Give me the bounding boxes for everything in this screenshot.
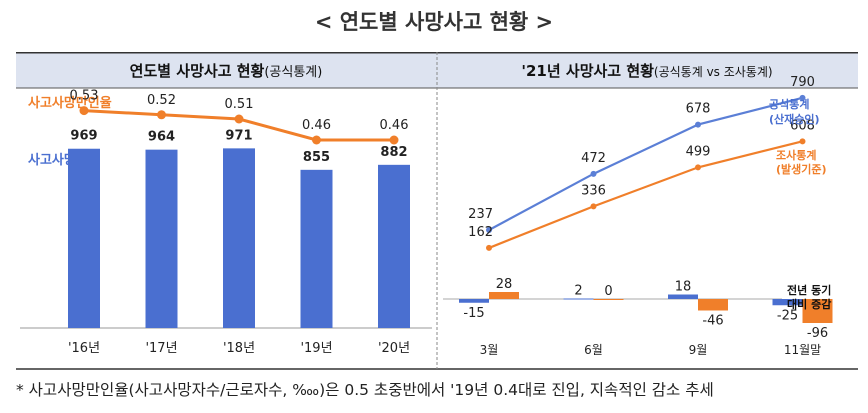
x-tick-label: '16년 [68, 341, 100, 356]
footnote: * 사고사망만인율(사고사망자수/근로자수, ‱)은 0.5 초중반에서 '19… [16, 381, 714, 399]
bar-value-label: 964 [148, 130, 175, 145]
bar-series-deaths: 969 964 971 855 882 [68, 128, 410, 328]
series-official-label: 공식통계 [769, 97, 809, 111]
bar-value-label: 971 [225, 128, 252, 143]
survey-value-label: 608 [790, 118, 815, 133]
survey-value-label: 499 [686, 144, 711, 159]
rate-value-label: 0.46 [302, 118, 331, 133]
left-panel-title: 연도별 사망사고 현황(공식통계) [130, 62, 323, 80]
x-tick-label: 3월 [480, 343, 499, 357]
x-axis-ticks: '16년 '17년 '18년 '19년 '20년 [68, 341, 410, 356]
change-bar-official [459, 299, 489, 303]
x-tick-label: 6월 [584, 343, 603, 357]
x-tick-label: '17년 [145, 341, 177, 356]
change-bar-official [772, 299, 803, 306]
bar-deaths [300, 169, 333, 328]
series-survey-label: 조사통계 [776, 148, 816, 162]
x-tick-label: '18년 [223, 341, 255, 356]
line-series-rate: 0.53 0.52 0.51 0.46 0.46 [70, 89, 409, 145]
bar-value-label: 969 [70, 129, 97, 144]
change-value-survey: -46 [702, 314, 723, 329]
rate-value-label: 0.46 [380, 118, 409, 133]
right-panel-title: '21년 사망사고 현황(공식통계 vs 조사통계) [521, 62, 772, 80]
right-panel-title-main: '21년 사망사고 현황 [521, 62, 654, 80]
series-survey-sublabel: (발생기준) [776, 162, 827, 176]
change-bar-official [668, 294, 698, 299]
survey-point [486, 244, 492, 251]
official-value-label: 237 [468, 207, 493, 222]
survey-point [799, 138, 806, 145]
rate-point [312, 135, 321, 145]
rate-value-label: 0.52 [147, 93, 176, 108]
right-panel: 237 472 678 790 162 336 499 608 공식통계 (산재승인) 조사통… [443, 75, 833, 357]
change-value-survey: -96 [807, 326, 828, 341]
change-bar-survey [593, 299, 624, 300]
official-point [695, 121, 701, 128]
change-value-survey: 28 [496, 277, 513, 292]
change-label-line2: 대비 증감 [787, 297, 831, 311]
x-tick-label: 11월말 [784, 343, 821, 357]
x-tick-label: '19년 [300, 341, 332, 356]
right-panel-title-suffix: (공식통계 vs 조사통계) [654, 65, 773, 79]
official-point [590, 170, 597, 177]
survey-point [695, 164, 701, 171]
bar-value-label: 855 [303, 150, 330, 165]
change-bar-group: -15 28 2 0 18 -46 -25 -96 [459, 277, 833, 341]
bar-deaths [378, 164, 410, 328]
official-value-label: 790 [790, 75, 815, 90]
bar-deaths [223, 148, 255, 328]
x-axis-ticks-right: 3월 6월 9월 11월말 [480, 343, 822, 357]
change-value-official: 18 [675, 280, 692, 295]
change-bar-survey [802, 299, 833, 323]
official-line [488, 96, 803, 231]
line-series-group: 237 472 678 790 162 336 499 608 [468, 75, 815, 251]
official-point [486, 227, 492, 233]
x-tick-label: 9월 [689, 343, 708, 357]
left-panel-title-main: 연도별 사망사고 현황 [130, 62, 265, 80]
survey-point [590, 203, 597, 210]
survey-value-label: 336 [581, 183, 606, 198]
series-official-sublabel: (산재승인) [769, 112, 820, 126]
bar-deaths [68, 148, 100, 328]
change-value-official: -25 [777, 308, 798, 323]
rate-value-label: 0.53 [70, 89, 99, 104]
change-value-official: -15 [463, 306, 484, 321]
change-value-official: 2 [574, 284, 582, 299]
change-value-survey: 0 [604, 284, 612, 299]
rate-point [234, 114, 244, 124]
official-point [799, 94, 806, 101]
rate-point [79, 106, 89, 116]
change-label-line1: 전년 동기 [787, 283, 831, 297]
official-value-label: 678 [686, 102, 711, 117]
page-title: < 연도별 사망사고 현황 > [314, 10, 554, 34]
bar-value-label: 882 [380, 145, 407, 160]
change-bar-survey [698, 299, 728, 311]
survey-line [488, 140, 803, 249]
change-bar-survey [489, 292, 519, 299]
left-panel-title-suffix: (공식통계) [264, 65, 322, 80]
chart-frame: 연도별 사망사고 현황(공식통계) '21년 사망사고 현황(공식통계 vs 조… [16, 52, 858, 370]
official-value-label: 472 [581, 151, 606, 166]
rate-point [389, 135, 399, 145]
rate-legend-label: 사고사망만인율 [28, 95, 112, 111]
rate-point [157, 110, 166, 120]
change-bar-official [563, 298, 594, 300]
bar-deaths [145, 149, 178, 328]
survey-value-label: 162 [468, 225, 493, 240]
rate-value-label: 0.51 [225, 97, 254, 112]
x-tick-label: '20년 [378, 341, 410, 356]
